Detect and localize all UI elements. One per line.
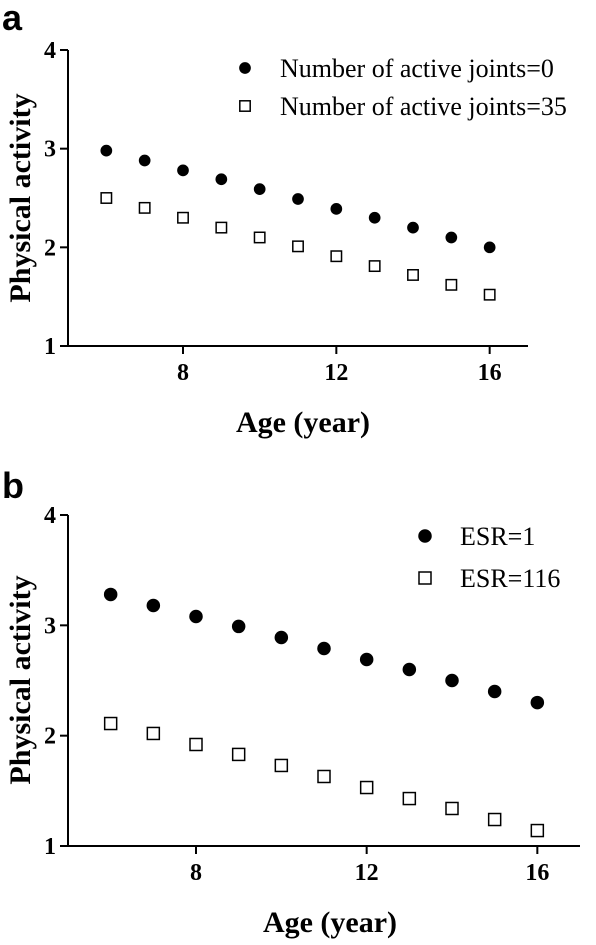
data-point	[445, 231, 458, 244]
data-point	[177, 211, 189, 224]
x-tick-label: 12	[324, 360, 348, 386]
y-tick-label: 4	[44, 503, 56, 529]
data-point	[487, 684, 502, 699]
axes-b	[67, 515, 580, 847]
data-point	[292, 240, 304, 253]
legend-marker	[418, 571, 432, 585]
data-point	[231, 747, 246, 762]
data-point	[138, 201, 151, 214]
data-point	[138, 154, 151, 167]
data-point	[231, 619, 246, 634]
data-point	[253, 231, 266, 244]
legend-label: ESR=1	[460, 522, 535, 551]
data-point	[402, 791, 417, 806]
data-point	[177, 164, 189, 177]
y-tick-label: 1	[44, 334, 56, 360]
data-point	[483, 241, 496, 254]
legend-label: ESR=116	[460, 564, 560, 593]
y-tick-label: 2	[44, 724, 56, 750]
data-point	[487, 812, 502, 827]
data-point	[274, 758, 289, 773]
series-2-b	[103, 716, 545, 838]
panel-label-b: b	[2, 465, 24, 506]
data-point	[103, 587, 118, 602]
data-points-a	[100, 144, 496, 301]
legend-b: ESR=1 ESR=116	[418, 522, 560, 593]
data-point	[402, 662, 417, 677]
x-axis-label-b: Age (year)	[263, 906, 397, 939]
y-tick-label: 3	[44, 137, 56, 163]
legend-label: Number of active joints=0	[280, 54, 554, 83]
y-tick-label: 4	[44, 38, 56, 64]
series-1-b	[103, 587, 545, 710]
y-tick-label: 1	[44, 834, 56, 860]
data-point	[530, 695, 545, 710]
data-point	[292, 193, 304, 205]
data-point	[445, 278, 458, 291]
x-tick-label: 12	[355, 860, 379, 886]
legend-marker	[418, 529, 432, 543]
data-point	[483, 288, 496, 301]
data-point	[317, 641, 331, 656]
x-tick-label: 8	[190, 860, 202, 886]
data-point	[359, 652, 374, 667]
data-point	[274, 630, 289, 645]
data-point	[189, 609, 203, 624]
series-2-a	[100, 192, 496, 301]
legend-a: Number of active joints=0 Number of activ…	[239, 54, 567, 121]
data-point	[146, 598, 161, 613]
y-tick-label: 2	[44, 235, 56, 261]
legend-marker	[239, 62, 251, 74]
y-axis-label-a: Physical activity	[4, 93, 37, 302]
data-point	[253, 183, 266, 195]
data-point	[530, 823, 545, 838]
data-point	[189, 737, 203, 752]
data-point	[330, 203, 343, 215]
data-point	[100, 192, 113, 204]
data-point	[317, 769, 331, 784]
data-point	[100, 144, 113, 157]
data-point	[103, 716, 118, 731]
data-points-b	[103, 587, 545, 838]
axes-a	[67, 50, 528, 347]
data-point	[407, 269, 419, 281]
x-tick-label: 16	[525, 860, 549, 886]
legend-label: Number of active joints=35	[280, 92, 567, 121]
data-point	[215, 173, 228, 186]
data-point	[146, 726, 161, 741]
y-tick-label: 3	[44, 613, 56, 639]
data-point	[368, 211, 381, 224]
data-point	[215, 221, 228, 234]
data-point	[368, 260, 381, 273]
legend-marker	[239, 100, 251, 112]
x-tick-label: 16	[478, 360, 502, 386]
data-point	[445, 673, 459, 688]
y-axis-label-b: Physical activity	[4, 575, 37, 784]
series-1-a	[100, 144, 496, 254]
x-axis-label-a: Age (year)	[236, 406, 370, 439]
x-tick-label: 8	[177, 360, 189, 386]
panel-label-a: a	[2, 0, 23, 38]
data-point	[330, 250, 343, 263]
data-point	[407, 221, 419, 234]
data-point	[445, 801, 459, 816]
data-point	[359, 780, 374, 795]
